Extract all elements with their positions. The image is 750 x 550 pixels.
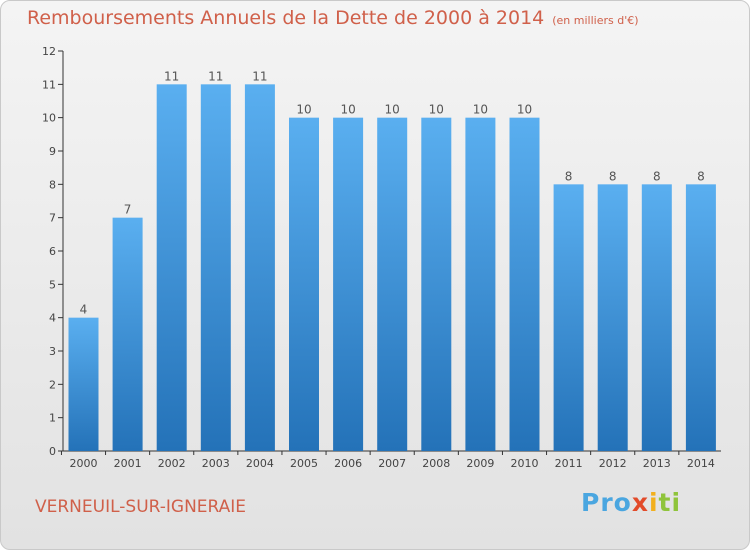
x-tick-label: 2000 — [70, 457, 98, 470]
bar-2010 — [509, 117, 540, 452]
y-tick-label: 10 — [42, 112, 56, 125]
x-tick-label: 2007 — [378, 457, 406, 470]
x-tick-label: 2011 — [555, 457, 583, 470]
data-label-2001: 7 — [124, 203, 132, 217]
y-tick-label: 9 — [49, 145, 56, 158]
y-tick-label: 4 — [49, 312, 56, 325]
chart-title: Remboursements Annuels de la Dette de 20… — [27, 7, 639, 29]
x-tick-label: 2012 — [599, 457, 627, 470]
data-label-2006: 10 — [340, 103, 355, 117]
data-label-2012: 8 — [609, 169, 617, 183]
data-label-2003: 11 — [208, 69, 223, 83]
bar-2006 — [333, 117, 364, 452]
data-label-2009: 10 — [473, 103, 488, 117]
x-tick-label: 2010 — [511, 457, 539, 470]
bar-2004 — [244, 84, 275, 451]
x-tick-label: 2008 — [422, 457, 450, 470]
data-label-2014: 8 — [697, 169, 705, 183]
x-tick-label: 2013 — [643, 457, 671, 470]
data-label-2007: 10 — [385, 103, 400, 117]
y-tick-label: 7 — [49, 212, 56, 225]
x-tick-label: 2005 — [290, 457, 318, 470]
logo-part-1: Pro — [581, 488, 632, 517]
y-tick-label: 2 — [49, 378, 56, 391]
bar-2013 — [641, 184, 672, 452]
y-tick-label: 3 — [49, 345, 56, 358]
y-tick-label: 8 — [49, 178, 56, 191]
x-tick-label: 2009 — [466, 457, 494, 470]
commune-name: VERNEUIL-SUR-IGNERAIE — [35, 497, 247, 517]
y-tick-label: 12 — [42, 45, 56, 58]
data-label-2005: 10 — [296, 103, 311, 117]
data-label-2000: 4 — [80, 303, 88, 317]
y-tick-label: 0 — [49, 445, 56, 458]
x-tick-label: 2002 — [158, 457, 186, 470]
logo-part-2: x — [631, 488, 649, 517]
bar-2001 — [112, 217, 143, 451]
chart-labels: 2000 4 2001 7 2002 11 2003 11 2004 11 2005 10 2006 10… — [70, 69, 715, 470]
bar-2008 — [421, 117, 452, 452]
x-tick-label: 2001 — [114, 457, 142, 470]
x-tick-label: 2004 — [246, 457, 274, 470]
x-tick-label: 2006 — [334, 457, 362, 470]
data-label-2008: 10 — [429, 103, 444, 117]
y-tick-label: 11 — [42, 78, 56, 91]
y-tick-label: 6 — [49, 245, 56, 258]
chart-title-main: Remboursements Annuels de la Dette de 20… — [27, 7, 545, 29]
x-tick-label: 2014 — [687, 457, 715, 470]
logo-part-3: i — [648, 488, 659, 517]
bar-2014 — [685, 184, 716, 452]
data-label-2002: 11 — [164, 69, 179, 83]
bar-2009 — [465, 117, 496, 452]
data-label-2013: 8 — [653, 169, 661, 183]
y-tick-label: 1 — [49, 412, 56, 425]
bar-2002 — [156, 84, 187, 451]
chart-title-unit: (en milliers d'€) — [552, 14, 639, 27]
bar-2000 — [68, 317, 99, 451]
logo-part-4: ti — [658, 488, 682, 517]
data-label-2010: 10 — [517, 103, 532, 117]
bar-2012 — [597, 184, 628, 452]
bar-2005 — [289, 117, 319, 452]
x-tick-label: 2003 — [202, 457, 230, 470]
bar-2003 — [200, 84, 231, 451]
data-label-2004: 11 — [252, 69, 267, 83]
proxiti-logo[interactable]: Proxiti — [581, 488, 681, 517]
chart-bars — [68, 84, 716, 452]
data-label-2011: 8 — [565, 169, 573, 183]
bar-2011 — [553, 184, 584, 452]
y-tick-label: 5 — [49, 278, 56, 291]
bar-2007 — [377, 117, 408, 452]
